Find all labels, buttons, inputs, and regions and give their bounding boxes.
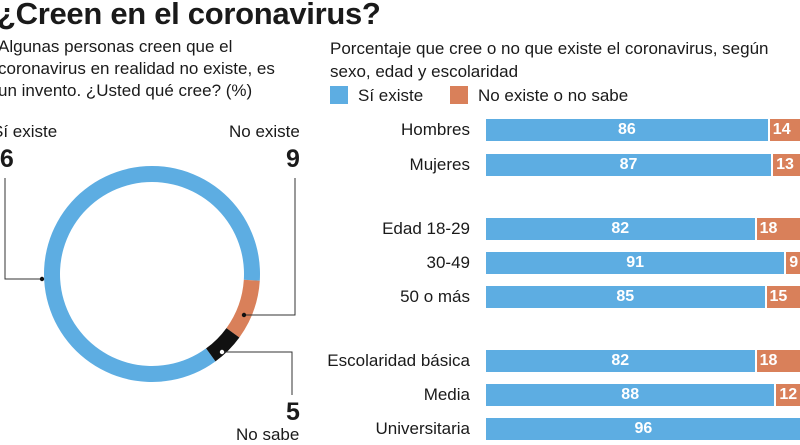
bars-subtitle: Porcentaje que cree o no que existe el c… <box>330 39 769 81</box>
pie-label-si: Sí existe <box>0 122 58 141</box>
data-label-no: 9 <box>789 254 799 271</box>
bar-segment-si: 82 <box>486 218 755 240</box>
legend-swatch-no <box>449 86 468 104</box>
bar-segment-si: 87 <box>486 154 772 176</box>
data-label-no: 18 <box>759 352 778 369</box>
legend-label-si: Sí existe <box>358 86 424 105</box>
bar-segment-no: 14 <box>769 119 800 141</box>
bar-segment-si: 85 <box>486 286 765 308</box>
data-label-si: 88 <box>621 386 640 403</box>
pie-label-no: No existe <box>229 122 300 141</box>
leader-line-si <box>4 178 42 280</box>
bar-row: 82 18 <box>486 218 800 240</box>
row-label: 30-49 <box>426 253 470 272</box>
legend-item-no: No existe o no sabe <box>449 86 629 106</box>
pie-value-no: 9 <box>286 145 300 173</box>
legend-label-no: No existe o no sabe <box>477 86 629 105</box>
pie-value-si: 86 <box>0 145 14 173</box>
bar-segment-no: 13 <box>773 154 800 176</box>
row-label: Mujeres <box>409 155 470 174</box>
data-label-no: 12 <box>779 386 798 403</box>
row-label: Universitaria <box>375 419 470 438</box>
data-label-si: 85 <box>616 288 635 305</box>
bar-segment-no: 12 <box>776 384 800 406</box>
bar-row: 82 18 <box>486 350 800 372</box>
bar-row: 87 13 <box>486 154 800 176</box>
row-label: 50 o más <box>400 287 470 306</box>
bar-segment-si: 91 <box>486 252 785 274</box>
data-label-no: 18 <box>759 220 778 237</box>
leader-line-no <box>244 178 296 316</box>
data-label-si: 82 <box>611 220 630 237</box>
pie-value-nosabe: 5 <box>286 398 300 426</box>
row-label: Escolaridad básica <box>327 351 470 370</box>
data-label-no: 15 <box>769 288 788 305</box>
leader-dot-no <box>241 312 247 318</box>
legend-item-si: Sí existe <box>330 86 423 106</box>
donut-chart <box>4 166 296 395</box>
bar-row: 86 14 <box>486 119 800 141</box>
row-label: Edad 18-29 <box>382 219 470 238</box>
data-label-si: 87 <box>619 156 638 173</box>
bar-row: 88 12 <box>486 384 800 406</box>
survey-question: Algunas personas creen que el coronaviru… <box>0 37 275 100</box>
data-label-si: 86 <box>618 121 636 138</box>
donut-slice-nosabe <box>206 328 240 362</box>
bar-segment-si: 82 <box>486 350 755 372</box>
row-label: Media <box>423 385 470 404</box>
bar-segment-no: 18 <box>756 350 800 372</box>
pie-label-nosabe: No sabe <box>236 425 300 444</box>
bar-segment-no: 9 <box>786 252 800 274</box>
data-label-no: 13 <box>776 156 794 173</box>
bar-row: 91 9 <box>486 252 800 274</box>
legend-swatch-si <box>330 86 348 104</box>
data-label-si: 91 <box>626 254 645 271</box>
donut-slice-no <box>226 279 260 338</box>
data-label-si: 96 <box>634 420 653 437</box>
legend: Sí existe No existe o no sabe <box>330 86 650 110</box>
bar-row: 85 15 <box>486 286 800 308</box>
leader-dot-si <box>39 276 45 282</box>
leader-dot-nosabe <box>219 349 225 355</box>
data-label-si: 82 <box>611 352 630 369</box>
bar-segment-no: 15 <box>766 286 800 308</box>
leader-line-nosabe <box>222 351 293 395</box>
data-label-no: 14 <box>772 121 791 138</box>
chart-title: ¿Creen en el coronavirus? <box>0 0 381 31</box>
row-label: Hombres <box>401 120 470 139</box>
bar-segment-no: 18 <box>756 218 800 240</box>
bar-segment-si: 96 <box>486 418 800 440</box>
bar-row: 964 <box>486 418 800 440</box>
bar-segment-si: 88 <box>486 384 775 406</box>
bar-segment-si: 86 <box>486 119 768 141</box>
